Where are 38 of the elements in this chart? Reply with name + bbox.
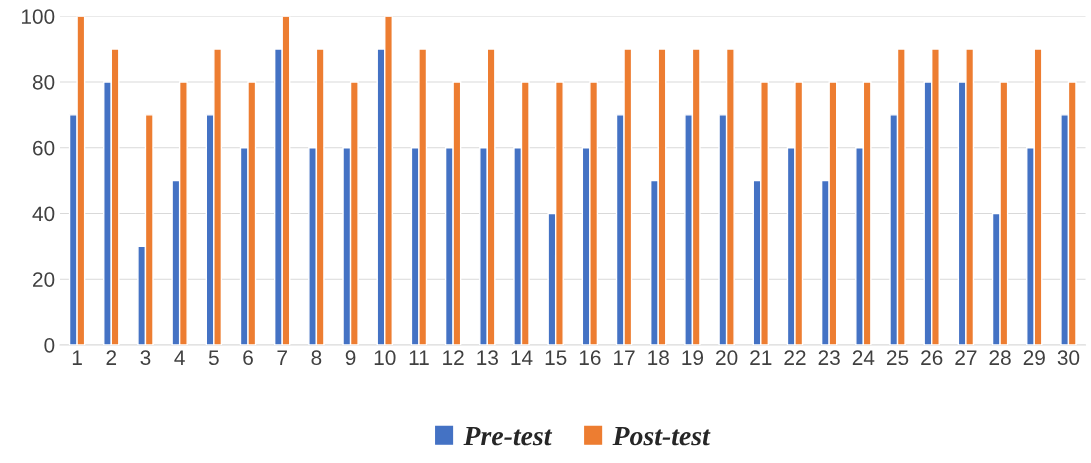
x-tick-label: 25 [886, 350, 909, 366]
legend-label: Pre-test [463, 426, 553, 446]
x-tick-label: 7 [277, 350, 287, 365]
x-tick-label: 15 [545, 350, 567, 366]
x-tick-label: 11 [409, 350, 429, 365]
x-tick-label: 29 [1023, 350, 1045, 366]
x-tick-label: 2 [106, 350, 117, 365]
x-tick-label: 3 [140, 350, 151, 366]
x-tick-label: 28 [989, 350, 1011, 366]
x-tick-label: 23 [818, 350, 840, 366]
x-tick-label: 24 [852, 350, 875, 365]
y-tick-label: 0 [44, 337, 55, 353]
x-tick-label: 20 [716, 350, 738, 366]
x-tick-label: 27 [955, 350, 977, 365]
x-tick-label: 4 [174, 350, 185, 365]
x-tick-label: 6 [243, 350, 253, 366]
x-tick-label: 9 [345, 350, 356, 366]
x-tick-label: 22 [784, 350, 806, 365]
y-tick-label: 100 [21, 9, 55, 24]
x-tick-label: 16 [579, 350, 601, 366]
legend-label: Post-test [612, 426, 711, 446]
x-tick-label: 26 [921, 350, 943, 366]
x-tick-label: 17 [614, 350, 635, 365]
x-tick-label: 5 [208, 350, 219, 366]
y-tick-label: 20 [33, 272, 55, 287]
x-tick-label: 21 [750, 350, 772, 365]
x-tick-label: 12 [443, 350, 464, 365]
x-tick-label: 8 [311, 350, 322, 366]
x-tick-label: 13 [477, 350, 498, 366]
x-tick-label: 14 [511, 350, 533, 365]
x-tick-label: 18 [648, 350, 669, 366]
x-tick-label: 1 [72, 350, 82, 365]
x-tick-label: 19 [682, 350, 704, 366]
y-tick-label: 40 [32, 206, 55, 222]
y-tick-label: 60 [33, 140, 55, 156]
x-tick-label: 10 [374, 350, 396, 366]
y-tick-label: 80 [32, 74, 55, 90]
x-tick-label: 30 [1057, 350, 1080, 366]
